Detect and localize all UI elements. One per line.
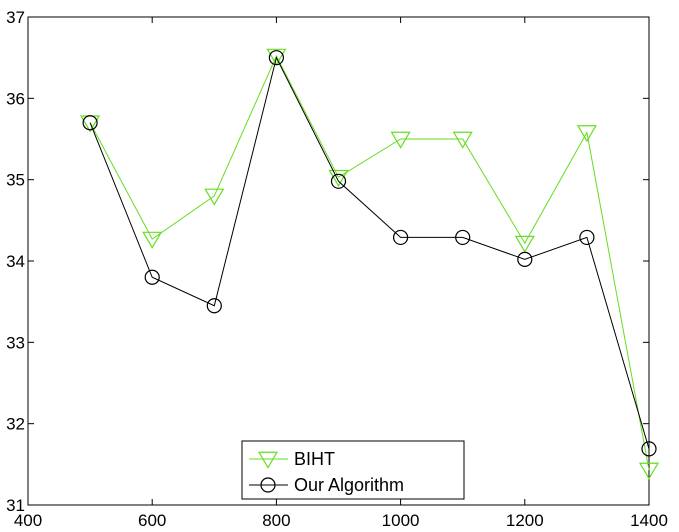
data-point (204, 188, 225, 206)
legend-entry-biht: BIHT (249, 449, 335, 469)
series-biht (80, 48, 660, 480)
data-point (641, 441, 657, 457)
legend-entry-our-algorithm: Our Algorithm (249, 475, 404, 495)
x-tick-label: 1400 (630, 511, 668, 530)
x-tick-label: 800 (262, 511, 290, 530)
x-tick-label: 400 (14, 511, 42, 530)
data-point (576, 125, 597, 143)
axis-tick-labels: 400 600 800 1000 1200 1400 31 32 33 34 35 36 37 (6, 8, 668, 530)
x-tick-label: 600 (138, 511, 166, 530)
legend-label: BIHT (294, 449, 335, 469)
legend-box (241, 440, 465, 500)
y-tick-label: 35 (6, 171, 25, 190)
data-point (330, 173, 347, 189)
series-line (89, 56, 650, 450)
y-tick-label: 37 (6, 8, 25, 27)
legend-marker (260, 477, 276, 493)
y-tick-label: 36 (6, 89, 25, 108)
data-point (579, 229, 595, 246)
data-point (638, 462, 660, 480)
series-line (89, 54, 650, 471)
y-tick-label: 33 (6, 333, 25, 352)
data-point (206, 298, 222, 314)
axis-ticks (27, 16, 650, 506)
data-point (514, 235, 535, 253)
data-point (82, 115, 98, 131)
data-point (455, 229, 471, 246)
legend: BIHT Our Algorithm (241, 440, 465, 500)
plot-area (27, 16, 650, 506)
legend-label: Our Algorithm (294, 475, 404, 495)
series-layer (80, 48, 660, 480)
y-tick-label: 34 (6, 252, 25, 271)
data-point (452, 131, 473, 149)
data-point (517, 251, 533, 267)
data-point (266, 48, 287, 66)
y-tick-label: 32 (6, 415, 25, 434)
series-our-algorithm (82, 50, 657, 457)
data-point (393, 229, 409, 246)
data-point (268, 50, 284, 66)
y-tick-label: 31 (6, 496, 25, 515)
x-tick-label: 1200 (506, 511, 544, 530)
legend-marker (257, 451, 279, 469)
x-tick-label: 1000 (382, 511, 420, 530)
data-point (142, 231, 163, 249)
data-point (144, 269, 160, 285)
data-point (328, 169, 349, 187)
data-point (390, 131, 411, 149)
